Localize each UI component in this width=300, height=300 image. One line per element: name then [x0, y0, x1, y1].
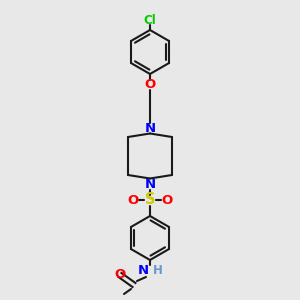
Text: O: O: [114, 268, 126, 281]
Text: H: H: [153, 265, 163, 278]
Text: N: N: [138, 265, 149, 278]
Text: O: O: [144, 79, 156, 92]
Text: N: N: [144, 122, 156, 134]
Text: N: N: [144, 178, 156, 190]
Text: O: O: [161, 194, 172, 206]
Text: O: O: [128, 194, 139, 206]
Text: S: S: [145, 193, 155, 208]
Text: Cl: Cl: [144, 14, 156, 26]
